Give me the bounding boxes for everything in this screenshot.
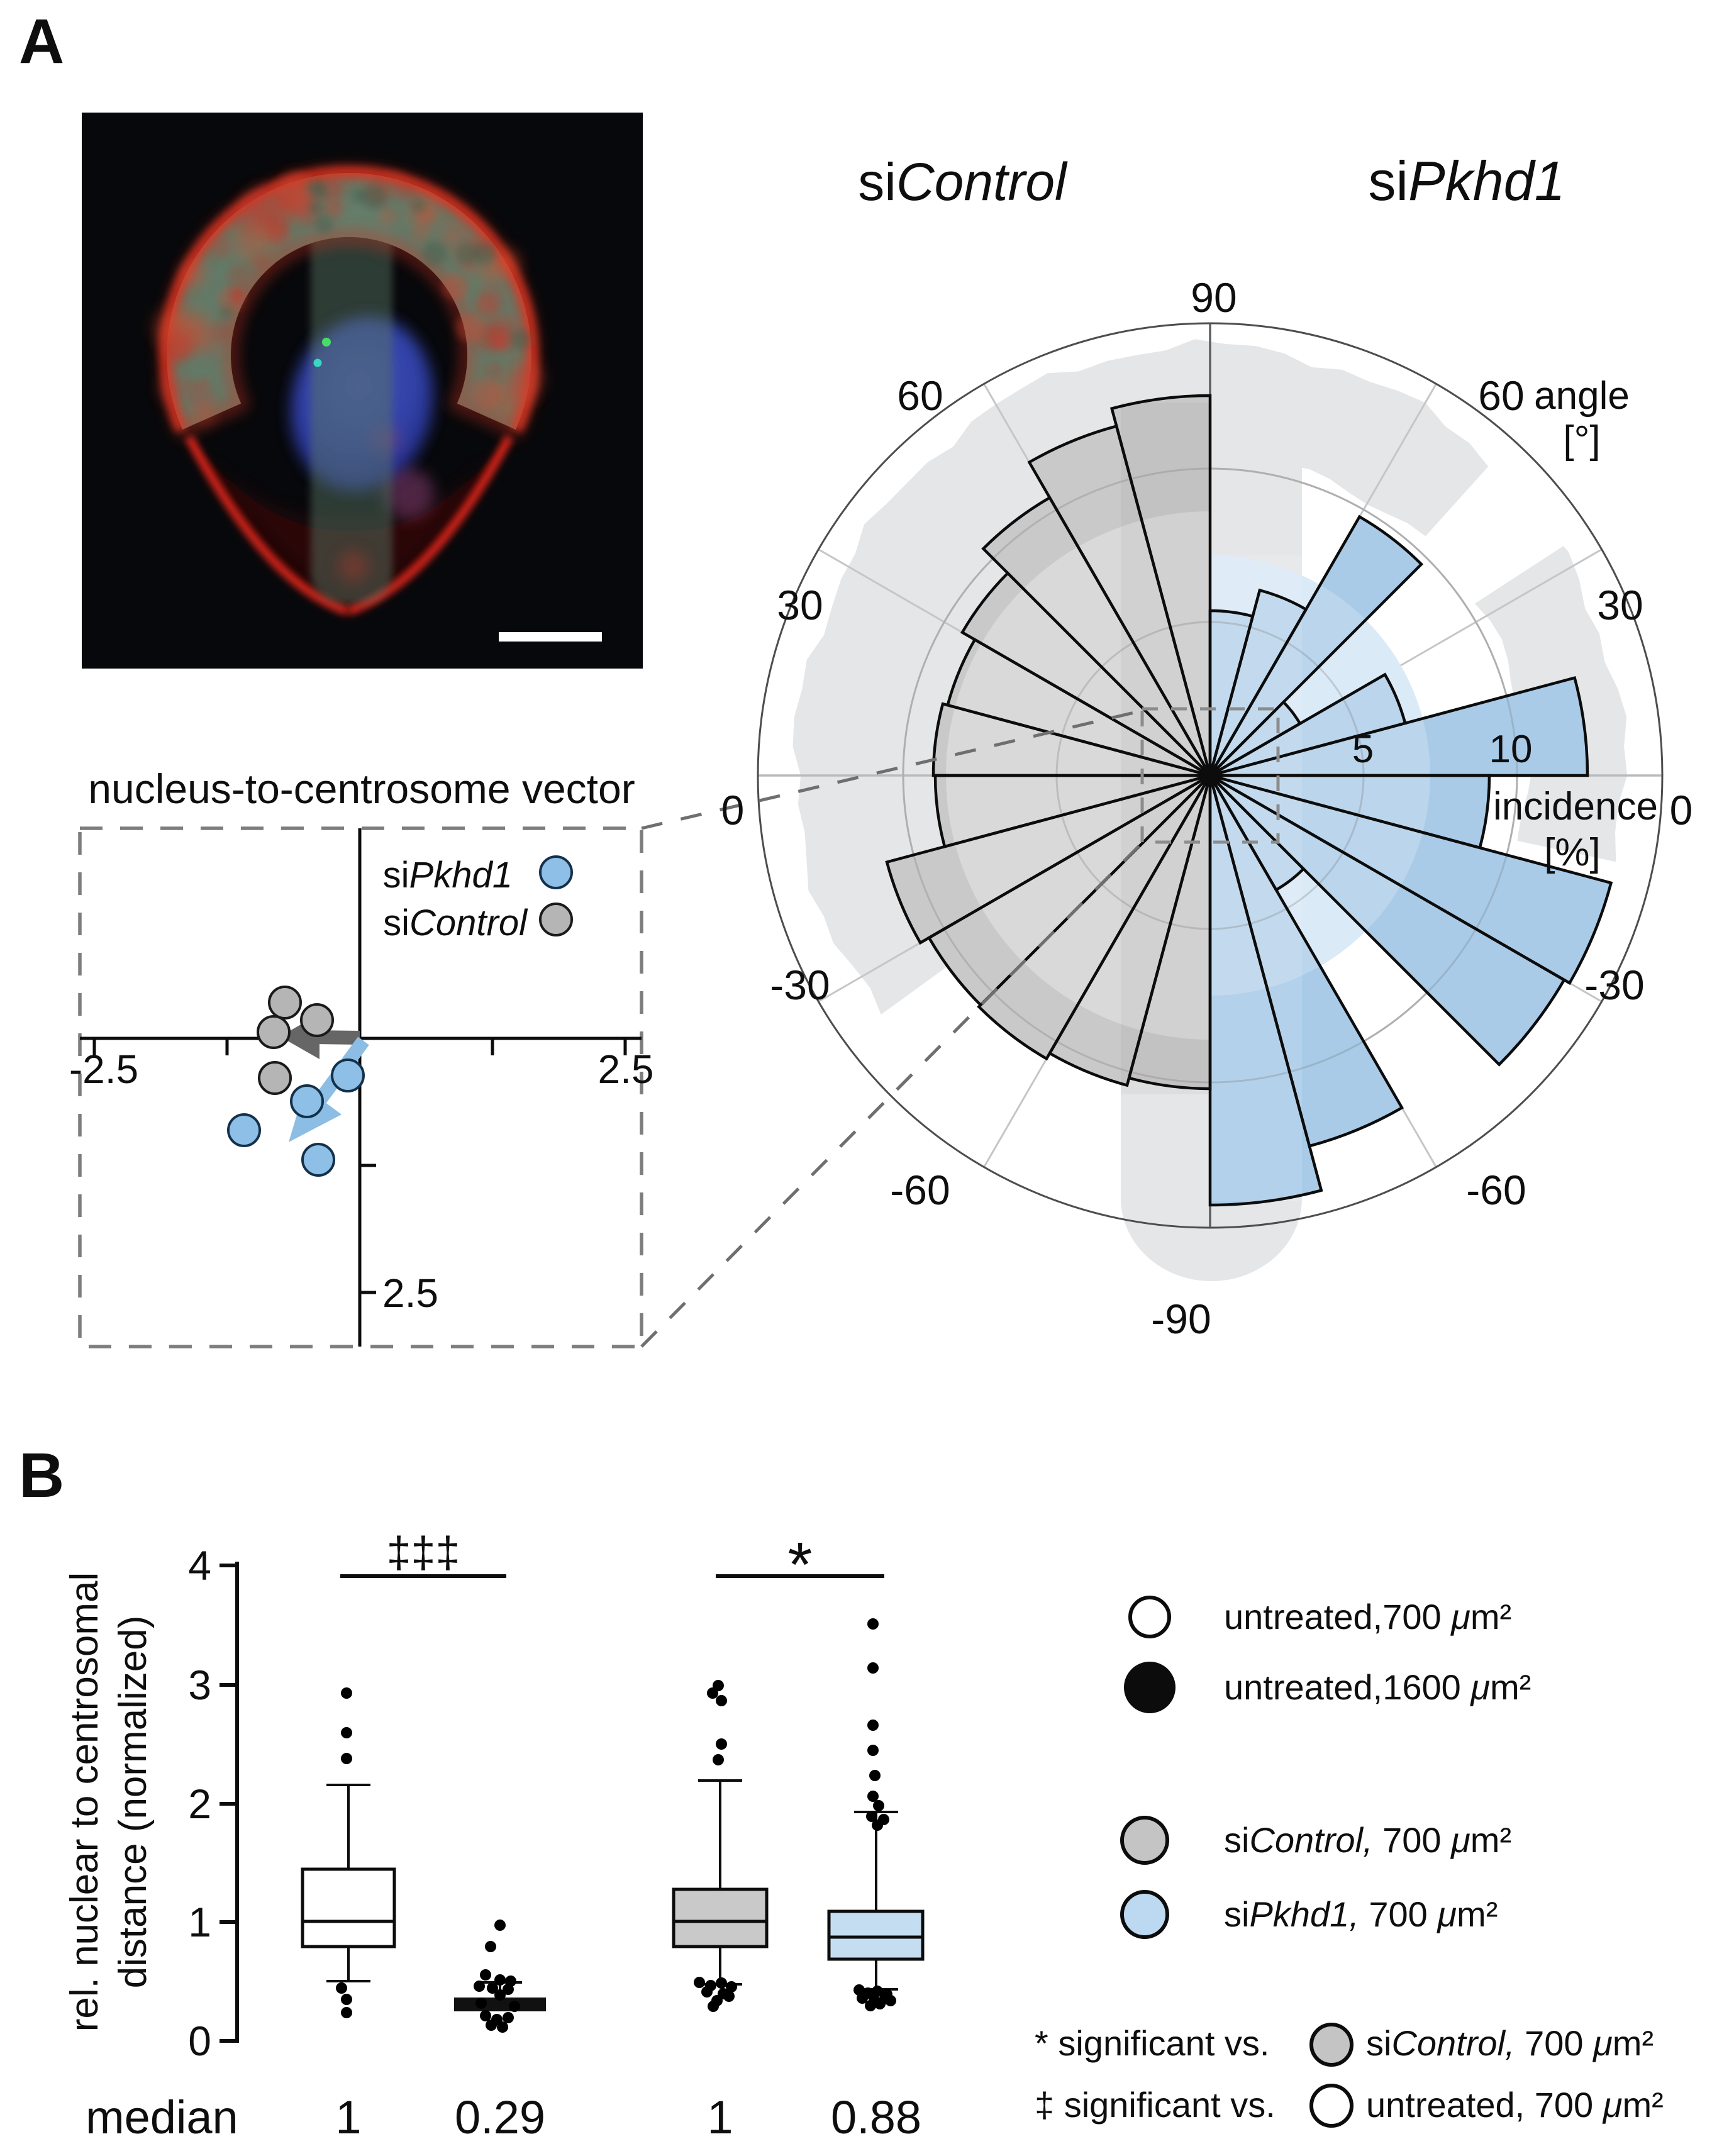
svg-text:90: 90 [1191, 274, 1237, 321]
svg-text:-30: -30 [1584, 962, 1644, 1008]
svg-text:siControl, 700 μm²: siControl, 700 μm² [1224, 1820, 1511, 1860]
svg-text:incidence: incidence [1493, 785, 1658, 828]
svg-text:‡‡‡: ‡‡‡ [387, 1528, 460, 1577]
svg-text:untreated, 700 μm²: untreated, 700 μm² [1366, 2085, 1664, 2125]
svg-text:siControl, 700 μm²: siControl, 700 μm² [1366, 2023, 1654, 2063]
svg-text:siPkhd1: siPkhd1 [383, 855, 513, 896]
svg-text:median: median [86, 2091, 238, 2143]
svg-text:[%]: [%] [1544, 831, 1601, 874]
svg-text:siControl: siControl [383, 903, 528, 943]
svg-text:10: 10 [1489, 728, 1533, 771]
svg-text:5: 5 [1352, 728, 1374, 771]
svg-text:-60: -60 [1466, 1167, 1526, 1213]
svg-text:-90: -90 [1151, 1296, 1211, 1342]
svg-text:-2.5: -2.5 [69, 1047, 138, 1092]
svg-text:[°]: [°] [1563, 418, 1600, 462]
svg-text:angle: angle [1534, 374, 1630, 418]
svg-text:siPkhd1, 700 μm²: siPkhd1, 700 μm² [1224, 1894, 1498, 1934]
svg-text:3: 3 [188, 1662, 211, 1708]
svg-text:0: 0 [721, 787, 745, 833]
svg-text:0: 0 [1670, 787, 1693, 833]
svg-text:A: A [19, 6, 64, 77]
svg-text:60: 60 [897, 372, 943, 419]
svg-text:untreated,700 μm²: untreated,700 μm² [1224, 1597, 1511, 1636]
svg-text:siControl: siControl [858, 152, 1068, 211]
svg-text:2: 2 [188, 1781, 211, 1827]
svg-text:60: 60 [1478, 372, 1524, 419]
svg-text:distance (normalized): distance (normalized) [111, 1616, 155, 1989]
svg-text:2.5: 2.5 [598, 1047, 654, 1092]
svg-text:-60: -60 [890, 1167, 950, 1213]
svg-text:0.29: 0.29 [455, 2091, 545, 2143]
svg-text:30: 30 [1597, 582, 1643, 628]
svg-text:0.88: 0.88 [831, 2091, 921, 2143]
svg-text:B: B [19, 1440, 64, 1511]
svg-text:0: 0 [188, 2018, 211, 2064]
svg-text:* significant vs.: * significant vs. [1035, 2023, 1270, 2063]
svg-text:‡ significant vs.: ‡ significant vs. [1035, 2085, 1276, 2125]
svg-text:1: 1 [707, 2091, 733, 2143]
svg-text:-30: -30 [770, 962, 830, 1008]
svg-text:1: 1 [188, 1899, 211, 1945]
svg-text:1: 1 [335, 2091, 361, 2143]
svg-text:rel. nuclear to centrosomal: rel. nuclear to centrosomal [63, 1572, 106, 2032]
svg-text:4: 4 [188, 1542, 211, 1589]
svg-text:untreated,1600 μm²: untreated,1600 μm² [1224, 1667, 1531, 1707]
svg-text:2.5: 2.5 [382, 1270, 438, 1316]
svg-text:30: 30 [777, 582, 823, 628]
svg-text:*: * [788, 1530, 813, 1600]
svg-text:nucleus-to-centrosome vector: nucleus-to-centrosome vector [88, 765, 635, 812]
svg-text:siPkhd1: siPkhd1 [1368, 150, 1565, 212]
